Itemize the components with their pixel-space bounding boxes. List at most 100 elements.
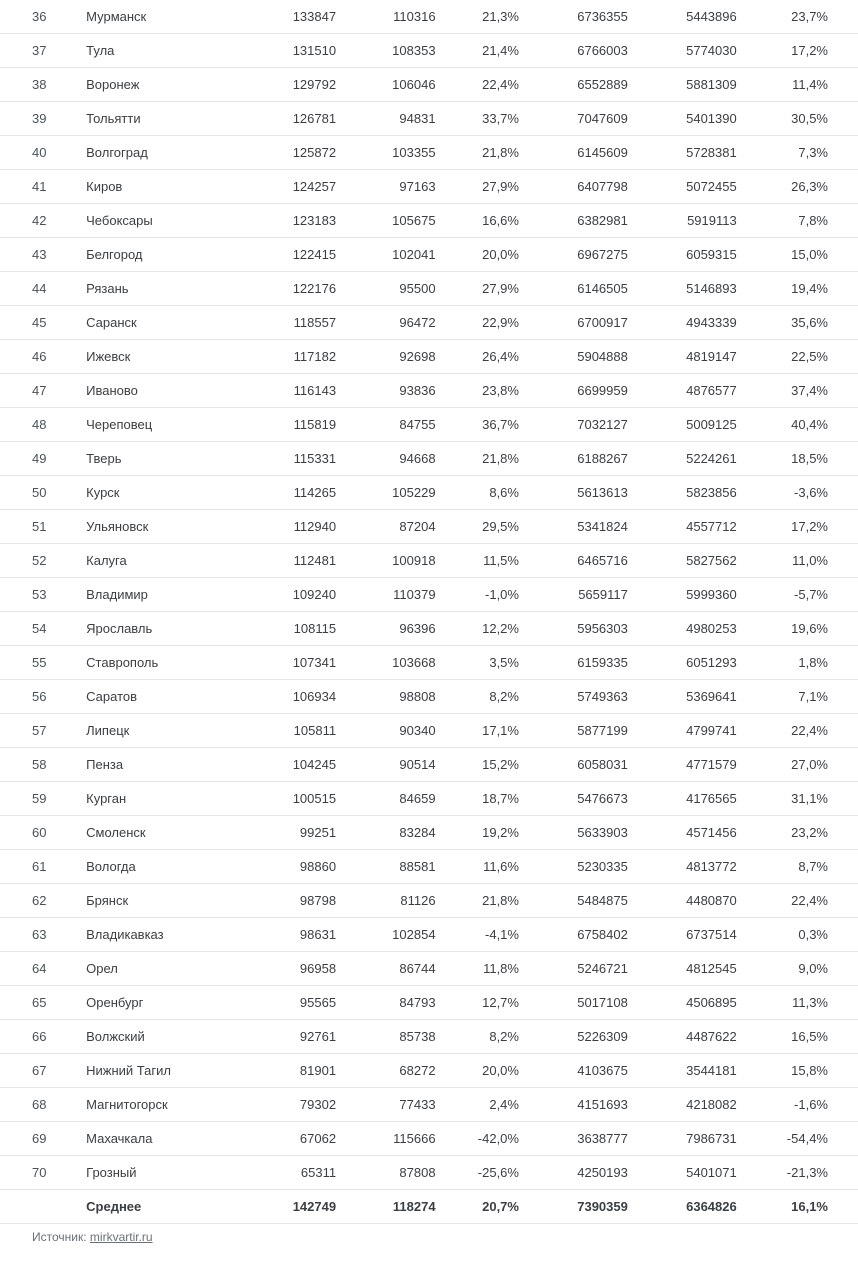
value-cell: 6736355 [525, 0, 634, 34]
value-cell: 109240 [243, 578, 342, 612]
city-cell: Махачкала [80, 1122, 242, 1156]
table-row: 54Ярославль1081159639612,2%5956303498025… [0, 612, 858, 646]
rank-cell: 69 [0, 1122, 80, 1156]
value-cell: 98860 [243, 850, 342, 884]
percent-cell: 15,2% [442, 748, 525, 782]
percent-cell: 20,0% [442, 238, 525, 272]
table-row: 58Пенза1042459051415,2%6058031477157927,… [0, 748, 858, 782]
city-cell: Оренбург [80, 986, 242, 1020]
value-cell: 131510 [243, 34, 342, 68]
percent-cell: 7,1% [743, 680, 858, 714]
value-cell: 107341 [243, 646, 342, 680]
percent-cell: 2,4% [442, 1088, 525, 1122]
source-label: Источник: [32, 1230, 90, 1244]
value-cell: 4103675 [525, 1054, 634, 1088]
value-cell: 67062 [243, 1122, 342, 1156]
percent-cell: 22,4% [442, 68, 525, 102]
value-cell: 4771579 [634, 748, 743, 782]
rank-cell [0, 1190, 80, 1224]
rank-cell: 47 [0, 374, 80, 408]
percent-cell: 22,9% [442, 306, 525, 340]
rank-cell: 43 [0, 238, 80, 272]
table-row: 44Рязань1221769550027,9%6146505514689319… [0, 272, 858, 306]
percent-cell: 22,4% [743, 714, 858, 748]
value-cell: 99251 [243, 816, 342, 850]
table-row: 39Тольятти1267819483133,7%70476095401390… [0, 102, 858, 136]
value-cell: 4176565 [634, 782, 743, 816]
percent-cell: -5,7% [743, 578, 858, 612]
city-cell: Киров [80, 170, 242, 204]
value-cell: 77433 [342, 1088, 441, 1122]
value-cell: 133847 [243, 0, 342, 34]
percent-cell: 15,0% [743, 238, 858, 272]
value-cell: 5146893 [634, 272, 743, 306]
value-cell: 4151693 [525, 1088, 634, 1122]
value-cell: 3638777 [525, 1122, 634, 1156]
value-cell: 87808 [342, 1156, 441, 1190]
rank-cell: 64 [0, 952, 80, 986]
percent-cell: 23,2% [743, 816, 858, 850]
value-cell: 81126 [342, 884, 441, 918]
value-cell: 4943339 [634, 306, 743, 340]
source-link[interactable]: mirkvartir.ru [90, 1230, 153, 1244]
city-cell: Вологда [80, 850, 242, 884]
city-cell: Волжский [80, 1020, 242, 1054]
city-cell: Череповец [80, 408, 242, 442]
value-cell: 88581 [342, 850, 441, 884]
value-cell: 65311 [243, 1156, 342, 1190]
percent-cell: 18,7% [442, 782, 525, 816]
percent-cell: 26,4% [442, 340, 525, 374]
percent-cell: 20,7% [442, 1190, 525, 1224]
value-cell: 116143 [243, 374, 342, 408]
value-cell: 114265 [243, 476, 342, 510]
value-cell: 5226309 [525, 1020, 634, 1054]
value-cell: 94831 [342, 102, 441, 136]
city-cell: Курск [80, 476, 242, 510]
value-cell: 110379 [342, 578, 441, 612]
rank-cell: 70 [0, 1156, 80, 1190]
value-cell: 5246721 [525, 952, 634, 986]
table-row: 43Белгород12241510204120,0%6967275605931… [0, 238, 858, 272]
value-cell: 6059315 [634, 238, 743, 272]
value-cell: 7047609 [525, 102, 634, 136]
table-row: 66Волжский92761857388,2%5226309448762216… [0, 1020, 858, 1054]
city-cell: Рязань [80, 272, 242, 306]
rank-cell: 59 [0, 782, 80, 816]
city-cell: Владимир [80, 578, 242, 612]
table-row: 67Нижний Тагил819016827220,0%41036753544… [0, 1054, 858, 1088]
value-cell: 5999360 [634, 578, 743, 612]
value-cell: 108115 [243, 612, 342, 646]
value-cell: 112481 [243, 544, 342, 578]
percent-cell: 19,4% [743, 272, 858, 306]
value-cell: 124257 [243, 170, 342, 204]
city-cell: Владикавказ [80, 918, 242, 952]
table-row: 61Вологда988608858111,6%523033548137728,… [0, 850, 858, 884]
value-cell: 5443896 [634, 0, 743, 34]
value-cell: 98808 [342, 680, 441, 714]
percent-cell: -1,6% [743, 1088, 858, 1122]
percent-cell: 23,7% [743, 0, 858, 34]
rank-cell: 67 [0, 1054, 80, 1088]
source-line: Источник: mirkvartir.ru [0, 1224, 858, 1264]
rank-cell: 37 [0, 34, 80, 68]
value-cell: 4980253 [634, 612, 743, 646]
value-cell: 5633903 [525, 816, 634, 850]
percent-cell: 16,1% [743, 1190, 858, 1224]
percent-cell: 21,8% [442, 442, 525, 476]
percent-cell: 8,2% [442, 680, 525, 714]
percent-cell: 11,0% [743, 544, 858, 578]
value-cell: 110316 [342, 0, 441, 34]
value-cell: 6758402 [525, 918, 634, 952]
percent-cell: 20,0% [442, 1054, 525, 1088]
percent-cell: 21,8% [442, 136, 525, 170]
value-cell: 117182 [243, 340, 342, 374]
percent-cell: 21,4% [442, 34, 525, 68]
value-cell: 142749 [243, 1190, 342, 1224]
percent-cell: 16,5% [743, 1020, 858, 1054]
percent-cell: -3,6% [743, 476, 858, 510]
table-row: 55Ставрополь1073411036683,5%615933560512… [0, 646, 858, 680]
value-cell: 95565 [243, 986, 342, 1020]
city-cell: Иваново [80, 374, 242, 408]
value-cell: 79302 [243, 1088, 342, 1122]
value-cell: 84793 [342, 986, 441, 1020]
